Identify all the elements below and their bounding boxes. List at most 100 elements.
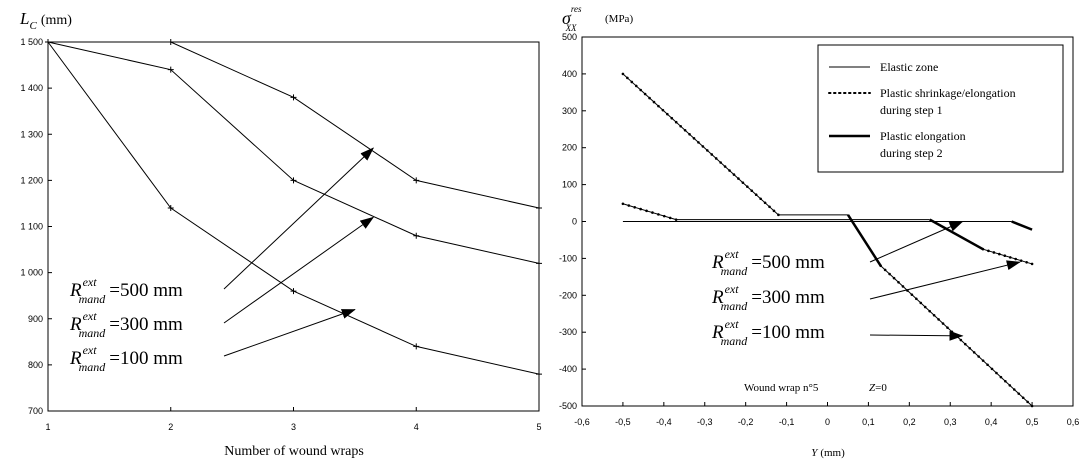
right-series-dot <box>950 330 954 334</box>
legend-label-plastic-step1-line2: during step 1 <box>880 103 943 117</box>
right-series-dot <box>674 120 678 124</box>
right-series-dot <box>932 313 936 317</box>
right-series-dot <box>621 202 625 206</box>
right-series-dot <box>728 169 731 172</box>
left-x-tick-label: 5 <box>536 422 541 432</box>
left-data-point <box>536 260 542 267</box>
right-series-dot <box>941 322 945 325</box>
right-series-dot <box>768 205 771 209</box>
right-chart: -500 -400 -300 -200 -100 0 100 200 300 400 500 -0,… <box>559 4 1079 459</box>
right-series-dot <box>937 318 940 321</box>
left-x-tick-label: 2 <box>168 422 173 432</box>
right-x-tick-label: 0,5 <box>1026 417 1039 427</box>
right-y-tick-label: -100 <box>559 253 577 263</box>
right-series-dot <box>1014 257 1018 261</box>
right-series-dot <box>963 342 967 346</box>
right-series-dot <box>683 128 687 132</box>
legend-label-plastic-step2: Plastic elongation <box>880 129 966 143</box>
right-series-dot <box>662 214 666 218</box>
left-annotation-arrow <box>223 216 375 324</box>
right-y-axis-label: σres XX <box>562 4 582 33</box>
left-x-tick-label: 3 <box>291 422 296 432</box>
right-series-dot <box>630 80 634 84</box>
right-series-plastic-step1-5 <box>622 203 677 221</box>
right-series-dot <box>1030 262 1034 266</box>
right-series-dot <box>1026 400 1029 404</box>
right-y-axis-unit: (MPa) <box>605 13 633 25</box>
left-annotation-arrow <box>223 147 375 290</box>
right-series-dot <box>692 137 696 140</box>
left-y-ticks: 700 800 900 1 000 1 100 1 200 1 300 1 400 1 500 <box>20 37 52 416</box>
right-series-dot <box>674 218 678 221</box>
note-z: Z=0 <box>869 382 887 394</box>
left-data-point <box>167 66 174 73</box>
left-y-tick-label: 1 500 <box>20 37 43 47</box>
right-series-dot <box>657 104 660 108</box>
right-y-tick-label: -400 <box>559 364 577 374</box>
right-series-dot <box>1019 259 1023 262</box>
right-series-dot <box>701 145 705 148</box>
right-series-dot <box>1025 260 1028 264</box>
right-series-dot <box>634 84 638 88</box>
right-annotation-arrow <box>869 330 964 341</box>
left-y-axis-label: LC (mm) <box>19 9 72 32</box>
right-series-dot <box>661 108 665 112</box>
right-series-dot <box>995 371 998 375</box>
right-series-dot <box>1003 254 1007 258</box>
right-series-dot <box>714 157 718 160</box>
right-series-dot <box>688 133 691 136</box>
right-annotations: Rext mand =500 mm Rext mand =300 mm Rext mand =1… <box>711 221 1021 348</box>
right-series-dot <box>626 76 629 80</box>
left-x-tick-label: 1 <box>45 422 50 432</box>
right-series-plastic-step2-8 <box>846 214 882 267</box>
right-x-tick-label: 0,6 <box>1067 417 1080 427</box>
right-annotation-arrow <box>869 260 1021 300</box>
right-series-dot <box>670 116 674 120</box>
left-data-point <box>413 232 420 239</box>
right-y-tick-label: -200 <box>559 290 577 300</box>
right-x-tick-label: -0,1 <box>779 417 795 427</box>
left-y-tick-label: 1 100 <box>20 222 43 232</box>
right-series-plastic-step2-10 <box>1011 220 1033 231</box>
right-y-ticks: -500 -400 -300 -200 -100 0 100 200 300 400 500 <box>559 32 586 411</box>
right-series-dot <box>1017 392 1021 395</box>
right-series-dot <box>750 189 754 192</box>
left-data-point <box>290 94 297 101</box>
legend-label-plastic-step2-line2: during step 2 <box>880 146 943 160</box>
right-x-tick-label: 0,3 <box>944 417 957 427</box>
left-y-tick-label: 700 <box>28 406 43 416</box>
right-series-dot <box>1030 404 1034 408</box>
right-series-dot <box>648 96 651 100</box>
right-series-dot <box>697 141 700 144</box>
note-wound-wrap: Wound wrap n°5 <box>744 382 819 394</box>
right-annotation-label: Rext mand =500 mm <box>711 247 825 278</box>
right-series-dot <box>928 309 931 313</box>
right-series-dot <box>1012 388 1016 391</box>
left-annotation-label: Rext mand =500 mm <box>69 275 183 306</box>
right-series-dot <box>746 185 749 188</box>
right-series-dot <box>990 367 994 371</box>
right-series-dot <box>639 207 642 211</box>
right-series-dot <box>1004 379 1007 383</box>
right-series-plastic-step1-7 <box>982 248 1033 265</box>
left-y-axis-subscript: C <box>29 20 37 32</box>
right-series-dot <box>986 363 989 367</box>
right-x-tick-label: -0,5 <box>615 417 631 427</box>
right-series-dot <box>977 355 980 358</box>
left-data-point <box>45 39 51 45</box>
right-series-dot <box>910 293 914 296</box>
right-series-dot <box>998 252 1001 256</box>
right-series-dot <box>946 326 949 329</box>
right-series-dot <box>763 201 767 205</box>
right-series-dot <box>633 206 637 209</box>
right-series-dot <box>732 173 736 176</box>
right-y-tick-label: 0 <box>572 217 577 227</box>
right-series-dot <box>679 124 682 128</box>
left-series-line-2 <box>47 41 540 264</box>
right-y-axis-superscript: res <box>571 4 582 14</box>
right-series-dot <box>657 213 660 216</box>
right-series-dot <box>652 100 656 104</box>
left-x-tick-label: 4 <box>414 422 419 432</box>
